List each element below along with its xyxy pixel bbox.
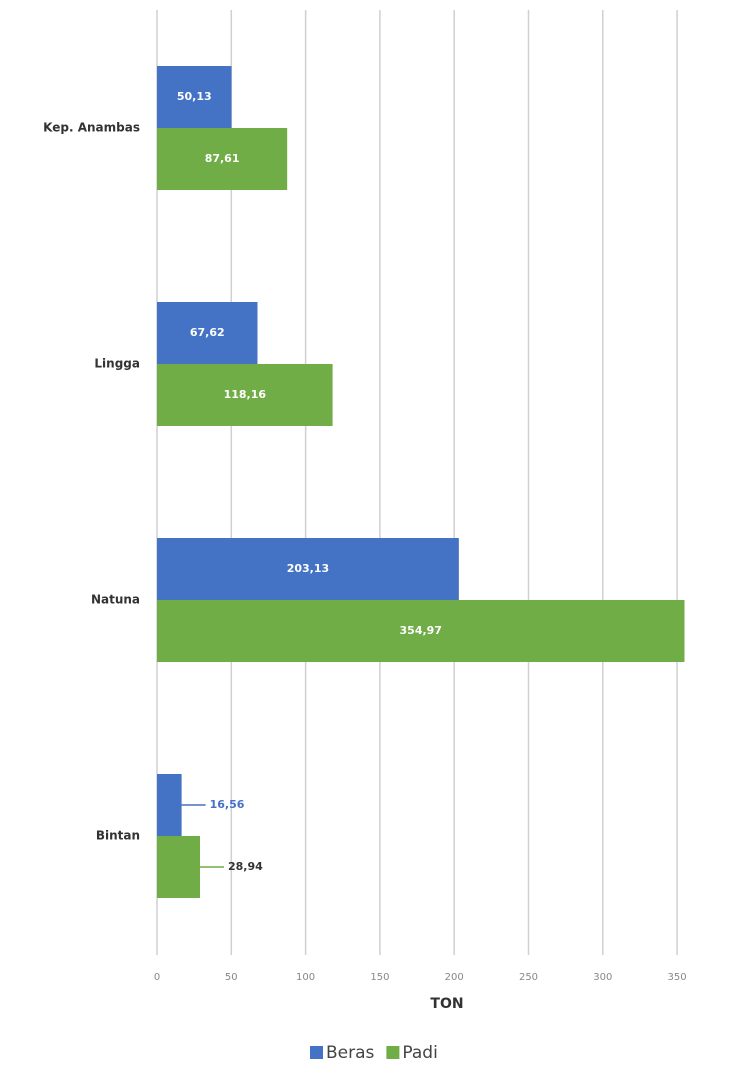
bar: [157, 364, 333, 426]
bar: [157, 302, 258, 364]
y-tick-label: Bintan: [96, 829, 140, 843]
legend-swatch: [310, 1046, 323, 1059]
x-tick-label: 250: [519, 972, 538, 983]
bar: [157, 836, 201, 898]
y-tick-label: Kep. Anambas: [43, 121, 140, 135]
data-label: 87,61: [205, 152, 240, 165]
x-tick-label: 200: [445, 972, 464, 983]
data-label: 203,13: [287, 562, 329, 575]
bar: [157, 66, 232, 128]
y-tick-label: Lingga: [94, 357, 140, 371]
data-label: 67,62: [190, 326, 225, 339]
x-tick-label: 350: [668, 972, 687, 983]
y-tick-label: Natuna: [91, 593, 140, 607]
data-label: 354,97: [400, 624, 442, 637]
x-tick-label: 0: [154, 972, 160, 983]
x-tick-label: 150: [370, 972, 389, 983]
data-label: 28,94: [228, 860, 263, 873]
x-tick-label: 100: [296, 972, 315, 983]
x-axis-label: TON: [430, 996, 463, 1012]
x-tick-label: 50: [225, 972, 238, 983]
bar: [157, 774, 182, 836]
legend-label: Padi: [402, 1043, 437, 1063]
data-label: 50,13: [177, 90, 212, 103]
legend-label: Beras: [326, 1043, 375, 1063]
bar: [157, 128, 288, 190]
legend-swatch: [386, 1046, 400, 1059]
data-label: 118,16: [224, 388, 267, 401]
x-tick-label: 300: [593, 972, 612, 983]
bar: [157, 538, 459, 600]
bar: [157, 600, 685, 662]
data-label: 16,56: [210, 798, 245, 811]
